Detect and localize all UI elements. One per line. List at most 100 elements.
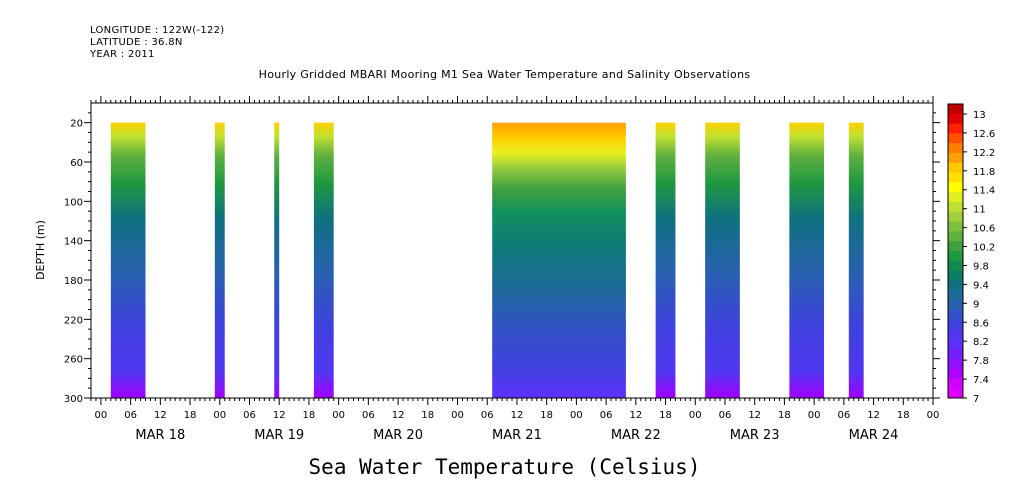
x-tick-label: 06 <box>719 410 732 421</box>
data-segment-3 <box>313 122 334 399</box>
colorbar-swatch <box>948 143 963 154</box>
x-tick-label: 06 <box>481 410 494 421</box>
x-tick-label: 18 <box>540 410 553 421</box>
colorbar-swatch <box>948 221 963 232</box>
colorbar-swatch <box>948 182 963 193</box>
x-tick-label: 00 <box>332 410 345 421</box>
colorbar-tick-label: 10.2 <box>973 243 995 254</box>
colorbar-swatch <box>948 290 963 301</box>
colorbar-tick-label: 10.6 <box>973 224 995 235</box>
colorbar-swatch <box>948 378 963 389</box>
colorbar-swatch <box>948 133 963 144</box>
x-day-label: MAR 21 <box>492 428 542 443</box>
x-tick-label: 18 <box>421 410 434 421</box>
colorbar-swatch <box>948 329 963 340</box>
colorbar-swatch <box>948 104 963 115</box>
colorbar-swatch <box>948 349 963 360</box>
chart-title: Hourly Gridded MBARI Mooring M1 Sea Wate… <box>258 68 751 81</box>
colorbar-tick-label: 11 <box>973 205 986 216</box>
latitude-label: LATITUDE : 36.8N <box>90 37 183 48</box>
colorbar-swatch <box>948 368 963 379</box>
x-tick-label: 12 <box>154 410 167 421</box>
x-day-label: MAR 23 <box>730 428 780 443</box>
x-axis: 00 06 12 18 00 06 12 18 00 06 12 18 00 06 12 18 00 06 12 18… <box>90 96 940 443</box>
x-tick-label: 18 <box>659 410 672 421</box>
data-segment-2 <box>274 122 280 399</box>
data-segment-4 <box>492 122 626 399</box>
x-tick-label: 00 <box>689 410 702 421</box>
colorbar-tick-label: 7.8 <box>973 356 989 367</box>
colorbar-tick-label: 12.6 <box>973 129 995 140</box>
colorbar-swatch <box>948 309 963 321</box>
colorbar-tick-label: 11.8 <box>973 167 995 178</box>
x-tick-label: 12 <box>629 410 642 421</box>
x-tick-label: 12 <box>748 410 761 421</box>
colorbar-tick-label: 11.4 <box>973 186 995 197</box>
x-tick-label: 12 <box>867 410 880 421</box>
x-day-label: MAR 18 <box>135 428 185 443</box>
colorbar-swatch <box>948 192 963 203</box>
x-tick-label: 12 <box>273 410 286 421</box>
x-tick-label: 18 <box>778 410 791 421</box>
colorbar-swatch <box>948 231 963 242</box>
x-day-label: MAR 20 <box>373 428 423 443</box>
colorbar-swatch <box>948 319 963 330</box>
x-day-label: MAR 24 <box>849 428 899 443</box>
x-tick-label: 00 <box>570 410 583 421</box>
x-tick-label: 18 <box>897 410 910 421</box>
colorbar-swatch <box>948 339 963 350</box>
colorbar: 13 12.6 12.2 11.8 11.4 11 10.6 10.2 9.8 9.4 9 8.6 8.… <box>947 103 995 405</box>
data-segments <box>110 122 864 399</box>
y-tick-label: 300 <box>64 394 83 405</box>
colorbar-swatch <box>948 251 963 262</box>
colorbar-swatch <box>948 172 963 183</box>
x-tick-label: 06 <box>124 410 137 421</box>
longitude-label: LONGITUDE : 122W(-122) <box>90 25 225 36</box>
x-tick-label: 00 <box>95 410 108 421</box>
y-tick-label: 60 <box>70 158 83 169</box>
colorbar-tick-label: 8.2 <box>973 337 989 348</box>
colorbar-swatch <box>948 211 963 223</box>
x-tick-label: 00 <box>808 410 821 421</box>
y-tick-label: 260 <box>64 355 83 366</box>
x-tick-label: 18 <box>184 410 197 421</box>
colorbar-swatch <box>948 123 963 134</box>
colorbar-tick-label: 9 <box>973 299 979 310</box>
x-tick-label: 18 <box>303 410 316 421</box>
x-axis-title: Sea Water Temperature (Celsius) <box>308 455 701 479</box>
colorbar-frame <box>947 103 964 399</box>
y-tick-label: 20 <box>70 119 83 130</box>
colorbar-tick-label: 12.2 <box>973 148 995 159</box>
year-label: YEAR : 2011 <box>90 49 155 60</box>
colorbar-swatch <box>948 270 963 281</box>
y-tick-label: 100 <box>64 197 83 208</box>
x-tick-label: 00 <box>451 410 464 421</box>
colorbar-swatch <box>948 153 963 164</box>
y-axis-title: DEPTH (m) <box>34 220 47 280</box>
colorbar-swatch <box>948 300 963 311</box>
colorbar-tick-label: 8.6 <box>973 318 989 329</box>
x-tick-label: 00 <box>927 410 940 421</box>
colorbar-tick-label: 9.4 <box>973 280 989 291</box>
colorbar-swatch <box>948 358 963 370</box>
data-segment-8 <box>848 122 864 399</box>
data-segment-1 <box>214 122 225 399</box>
data-segment-5 <box>655 122 676 399</box>
y-tick-label: 180 <box>64 276 83 287</box>
y-axis: 20 60 100 140 180 220 260 300 <box>64 112 940 405</box>
x-day-label: MAR 22 <box>611 428 661 443</box>
colorbar-swatch <box>948 280 963 291</box>
x-tick-label: 12 <box>392 410 405 421</box>
x-tick-label: 06 <box>362 410 375 421</box>
y-tick-label: 140 <box>64 237 83 248</box>
colorbar-swatch <box>948 388 963 399</box>
colorbar-tick-label: 7.4 <box>973 375 989 386</box>
x-tick-label: 06 <box>243 410 256 421</box>
colorbar-swatch <box>948 260 963 272</box>
x-tick-label: 06 <box>837 410 850 421</box>
x-tick-label: 00 <box>213 410 226 421</box>
x-tick-label: 06 <box>600 410 613 421</box>
colorbar-swatch <box>948 162 963 174</box>
colorbar-tick-label: 7 <box>973 394 979 405</box>
